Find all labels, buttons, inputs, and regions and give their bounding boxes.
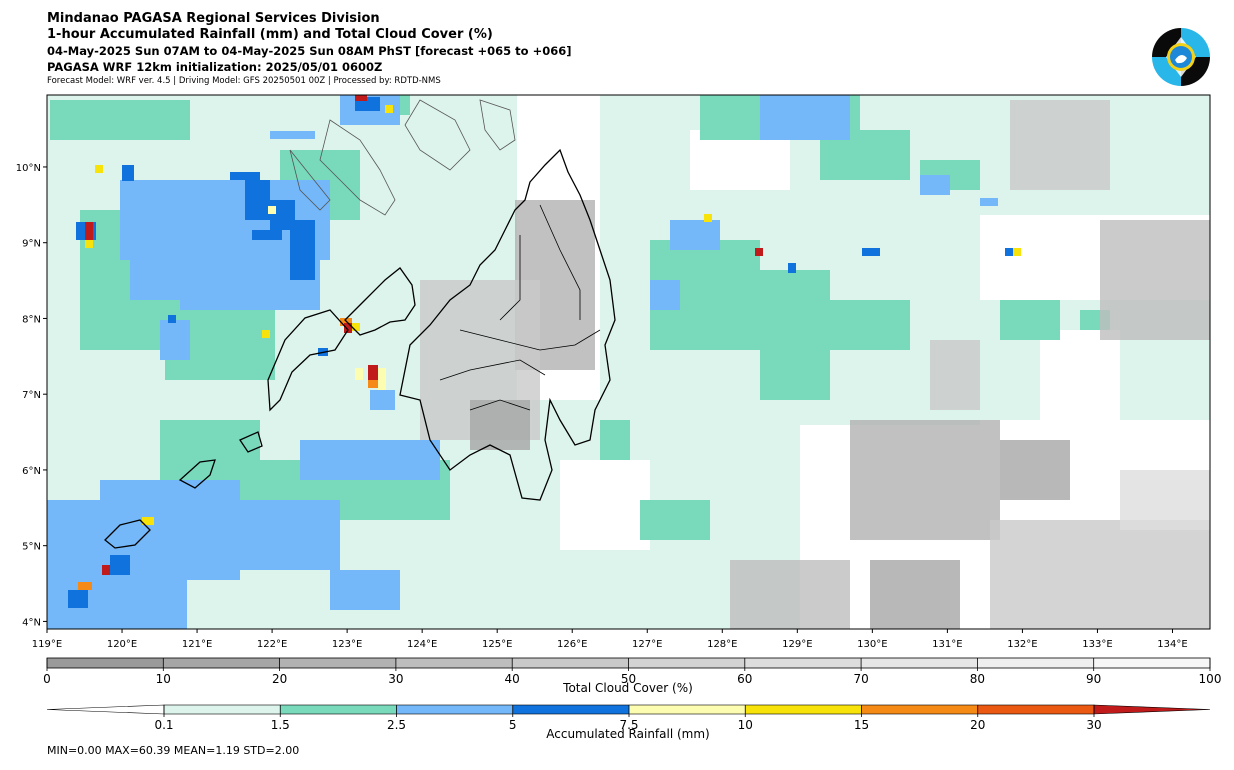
- rain-colorbar-tick-label: 15: [854, 718, 869, 732]
- cloud-colorbar-segment: [163, 658, 281, 668]
- rain-colorbar-tick-label: 2.5: [387, 718, 406, 732]
- lon-tick-label: 122°E: [257, 639, 287, 650]
- coastlines: [104, 148, 616, 549]
- cloud-colorbar-segment: [512, 658, 629, 668]
- rain-colorbar-min-extend: [46, 704, 165, 715]
- rainfall-colorbar-label: Accumulated Rainfall (mm): [546, 727, 709, 741]
- lat-tick-label: 4°N: [22, 617, 41, 628]
- pagasa-logo-icon: [1152, 28, 1210, 86]
- rain-colorbar-segment: [280, 705, 397, 714]
- cloud-colorbar-segment: [395, 658, 513, 668]
- cloud-colorbar-tick-label: 100: [1199, 672, 1222, 686]
- cloud-colorbar-tick-label: 40: [505, 672, 520, 686]
- map-area: [47, 95, 1210, 629]
- lon-tick-label: 123°E: [332, 639, 362, 650]
- lon-tick-label: 125°E: [482, 639, 512, 650]
- rain-colorbar-tick-label: 5: [509, 718, 517, 732]
- lat-tick-label: 8°N: [22, 314, 41, 325]
- cloud-colorbar-tick-label: 30: [388, 672, 403, 686]
- lon-tick-label: 124°E: [407, 639, 437, 650]
- lat-tick-label: 9°N: [22, 239, 41, 250]
- lon-tick-label: 126°E: [557, 639, 587, 650]
- lat-tick-label: 10°N: [16, 163, 41, 174]
- lon-tick-label: 127°E: [632, 639, 662, 650]
- cloud-colorbar-segment: [977, 658, 1095, 668]
- statistics-readout: MIN=0.00 MAX=60.39 MEAN=1.19 STD=2.00: [47, 744, 300, 757]
- cloud-colorbar-segment: [861, 658, 978, 668]
- rain-colorbar-segment: [164, 705, 281, 714]
- cloud-colorbar-tick-label: 10: [156, 672, 171, 686]
- rain-colorbar-tick-label: 0.1: [154, 718, 173, 732]
- cloud-colorbar-tick-label: 50: [621, 672, 636, 686]
- rain-colorbar-max-extend: [1093, 704, 1211, 715]
- rain-colorbar-tick-label: 1.5: [271, 718, 290, 732]
- lat-tick-label: 6°N: [22, 466, 41, 477]
- cloud-colorbar-tick-label: 80: [970, 672, 985, 686]
- rain-colorbar-tick-label: 10: [738, 718, 753, 732]
- longitude-axis: 119°E 120°E 121°E 122°E 123°E 124°E 125°E 126°E…: [32, 629, 1188, 650]
- rain-colorbar-segment: [396, 705, 514, 714]
- title-line-5: Forecast Model: WRF ver. 4.5 | Driving M…: [47, 76, 441, 86]
- lon-tick-label: 134°E: [1157, 639, 1187, 650]
- cloud-colorbar-tick-label: 0: [43, 672, 51, 686]
- cloud-colorbar-tick-label: 70: [853, 672, 868, 686]
- lat-tick-label: 5°N: [22, 542, 41, 553]
- rain-colorbar-tick-label: 7.5: [619, 718, 638, 732]
- rainfall-colorbar: 0.1 1.5 2.5 5 7.5 10 15 20 30: [46, 704, 1211, 732]
- cloud-colorbar-segment: [47, 658, 164, 668]
- lon-tick-label: 129°E: [782, 639, 812, 650]
- lon-tick-label: 120°E: [107, 639, 137, 650]
- rain-colorbar-segment: [745, 705, 862, 714]
- rain-colorbar-segment: [861, 705, 979, 714]
- cloud-colorbar-segment: [279, 658, 397, 668]
- title-line-2: 1-hour Accumulated Rainfall (mm) and Tot…: [47, 27, 493, 42]
- lon-tick-label: 130°E: [857, 639, 887, 650]
- title-line-1: Mindanao PAGASA Regional Services Divisi…: [47, 11, 380, 26]
- cloud-colorbar-segment: [1093, 658, 1211, 668]
- rain-colorbar-segment: [629, 705, 746, 714]
- lat-tick-label: 7°N: [22, 390, 41, 401]
- cloud-colorbar-segment: [628, 658, 746, 668]
- cloud-colorbar-segment: [744, 658, 862, 668]
- cloud-colorbar-tick-label: 20: [272, 672, 287, 686]
- rainfall-cloud-field: [47, 95, 1210, 629]
- title-line-3: 04-May-2025 Sun 07AM to 04-May-2025 Sun …: [47, 44, 572, 58]
- lon-tick-label: 121°E: [182, 639, 212, 650]
- title-line-4: PAGASA WRF 12km initialization: 2025/05/…: [47, 60, 383, 74]
- rain-colorbar-segment: [977, 705, 1095, 714]
- lon-tick-label: 133°E: [1082, 639, 1112, 650]
- lon-tick-label: 128°E: [707, 639, 737, 650]
- lon-tick-label: 131°E: [932, 639, 962, 650]
- rain-colorbar-tick-label: 30: [1086, 718, 1101, 732]
- cloud-cover-colorbar-label: Total Cloud Cover (%): [562, 681, 693, 695]
- map-frame: [46, 94, 1211, 630]
- province-boundaries: [439, 204, 601, 411]
- lon-tick-label: 132°E: [1007, 639, 1037, 650]
- lon-tick-label: 119°E: [32, 639, 62, 650]
- rain-colorbar-segment: [512, 705, 630, 714]
- cloud-colorbar-tick-label: 90: [1086, 672, 1101, 686]
- cloud-cover-colorbar: 0 10 20 30 40 50 60 70 80 90 100: [43, 657, 1222, 686]
- cloud-colorbar-tick-label: 60: [737, 672, 752, 686]
- latitude-axis: 10°N 9°N 8°N 7°N 6°N 5°N 4°N: [16, 163, 47, 628]
- rain-colorbar-tick-label: 20: [970, 718, 985, 732]
- visayas-coastlines: [289, 99, 516, 216]
